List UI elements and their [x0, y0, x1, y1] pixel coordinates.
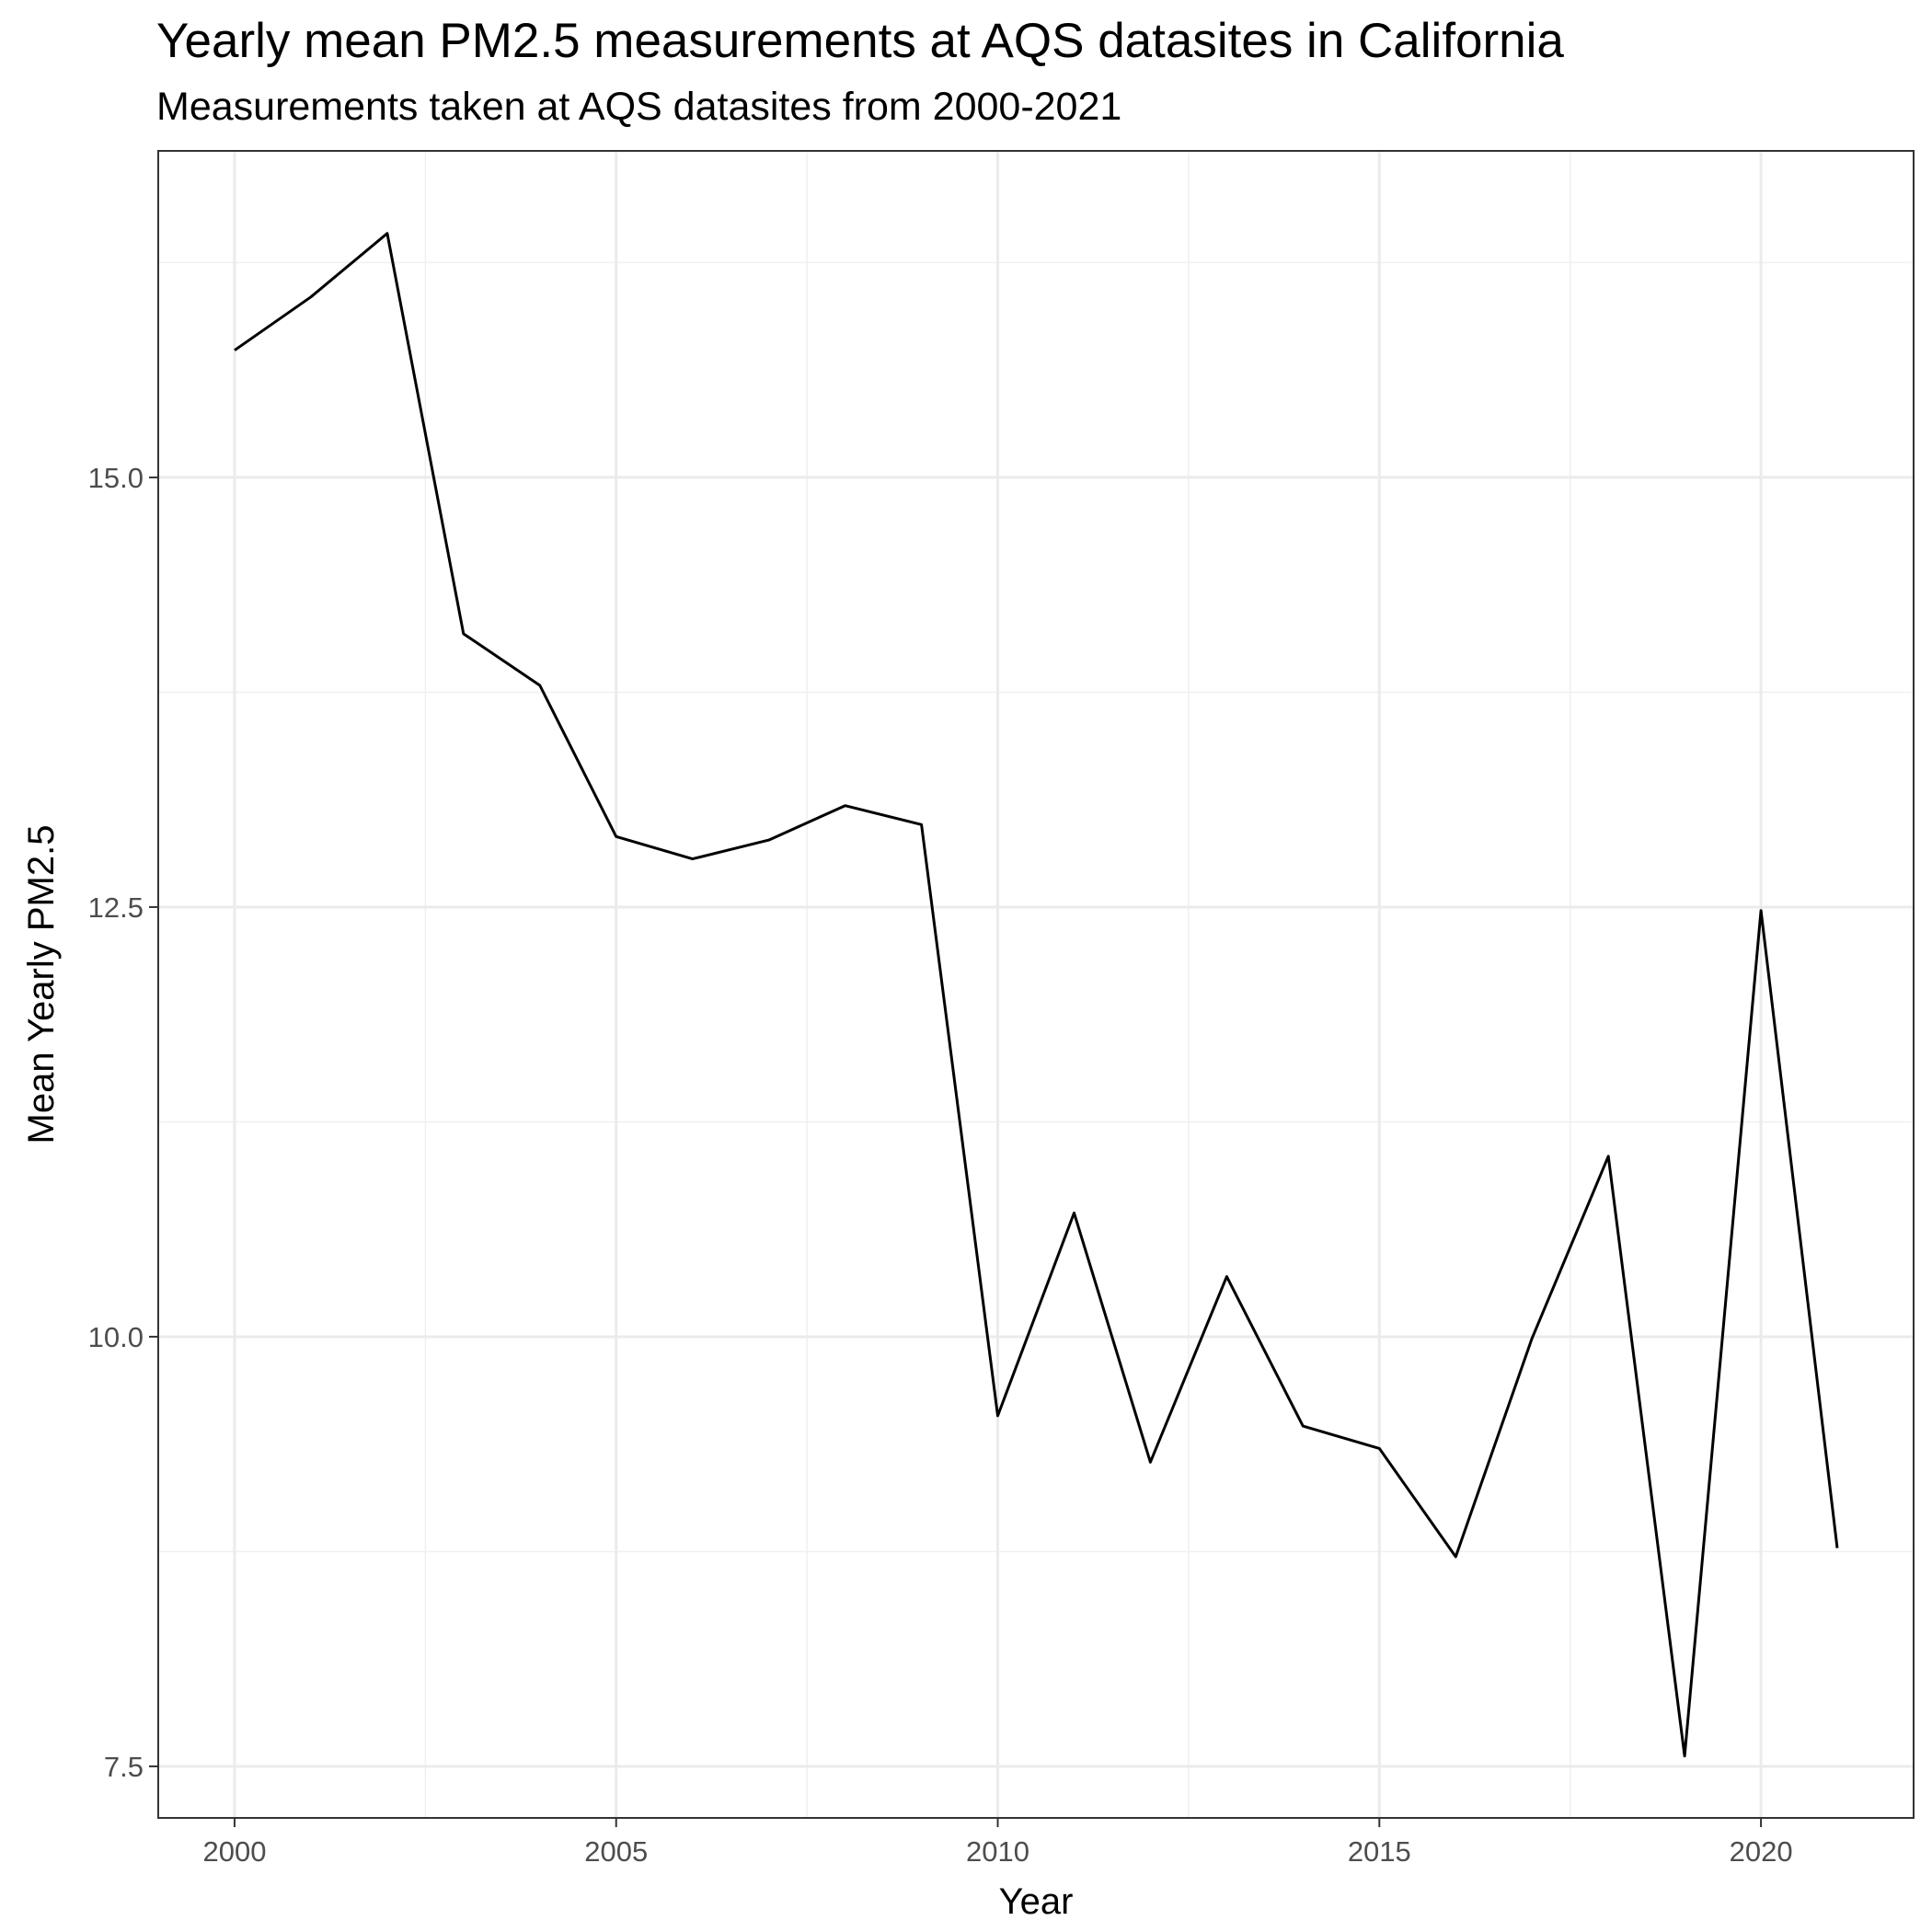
plot-panel-border	[157, 150, 1915, 1819]
x-tick-label: 2005	[584, 1835, 648, 1868]
y-tick-label: 10.0	[88, 1321, 144, 1353]
data-point	[309, 295, 313, 299]
chart-subtitle: Measurements taken at AQS datasites from…	[156, 85, 1122, 129]
data-point	[767, 838, 771, 842]
data-point	[1148, 1460, 1152, 1464]
data-point	[1530, 1337, 1534, 1340]
data-point	[1835, 1547, 1839, 1550]
data-point	[1072, 1211, 1075, 1214]
x-tick-label: 2000	[202, 1835, 266, 1868]
x-tick-label: 2010	[966, 1835, 1029, 1868]
data-point	[233, 349, 236, 352]
data-point	[691, 857, 695, 861]
data-point	[996, 1414, 1000, 1418]
data-point	[920, 822, 924, 826]
x-axis-title: Year	[999, 1881, 1074, 1922]
chart-title: Yearly mean PM2.5 measurements at AQS da…	[156, 14, 1564, 68]
data-point	[1759, 909, 1763, 913]
y-axis: 7.5 10.0 12.5 15.0	[88, 462, 158, 1783]
x-tick-label: 2020	[1730, 1835, 1793, 1868]
y-tick-label: 7.5	[104, 1751, 144, 1783]
data-point	[462, 632, 466, 636]
series-line-pm25	[234, 232, 1839, 1758]
data-point	[1454, 1555, 1457, 1558]
data-point	[844, 804, 847, 808]
data-point	[538, 684, 542, 687]
grid-major	[158, 151, 1914, 1818]
x-tick-label: 2015	[1348, 1835, 1411, 1868]
data-point	[1606, 1155, 1610, 1158]
data-point	[385, 232, 389, 236]
y-axis-title: Mean Yearly PM2.5	[21, 825, 62, 1144]
y-tick-label: 15.0	[88, 462, 144, 494]
data-point	[1301, 1424, 1305, 1428]
plot-panel-background	[158, 151, 1914, 1818]
grid-minor	[158, 151, 1914, 1818]
x-axis: 2000 2005 2010 2015 2020	[202, 1818, 1793, 1868]
data-point	[1683, 1754, 1686, 1758]
y-tick-label: 12.5	[88, 891, 144, 924]
data-point	[615, 834, 618, 838]
data-point	[1225, 1275, 1228, 1279]
data-point	[1377, 1446, 1381, 1450]
